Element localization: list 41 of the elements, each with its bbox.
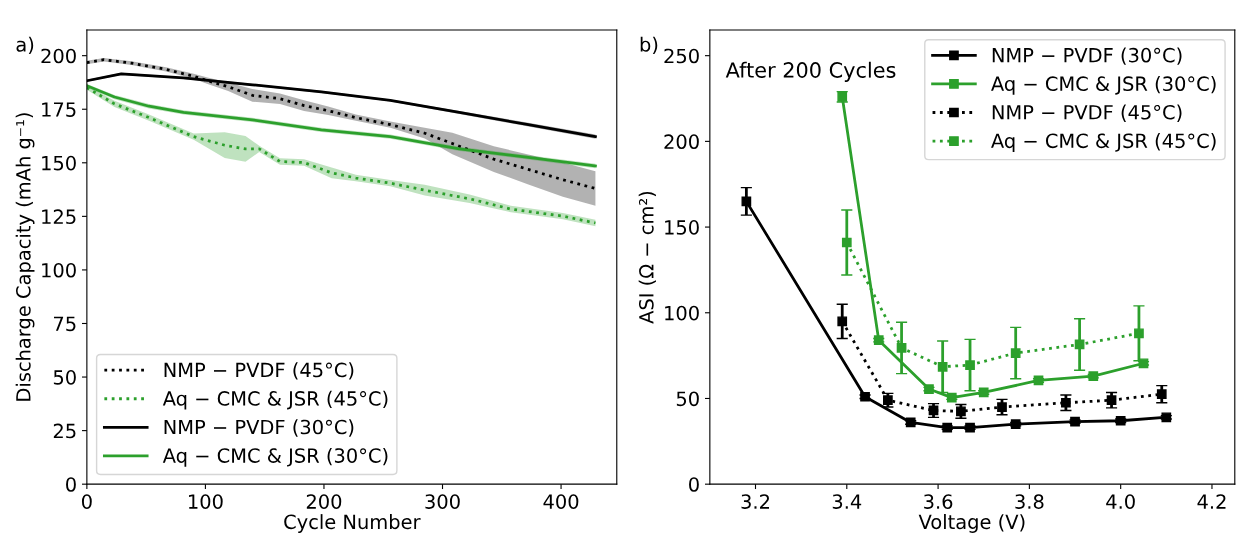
y-tick-label: 100 [42,262,76,278]
legend-label: NMP − PVDF (30°C) [992,47,1182,65]
y-tick-label: 125 [42,209,76,225]
x-tick-label: 300 [425,494,460,509]
x-tick-label: 3.2 [741,494,770,509]
y-tick-label: 0 [66,477,76,492]
x-tick-label: 100 [189,494,223,509]
y-tick-label: 25 [53,423,76,439]
legend-label: NMP − PVDF (45°C) [992,104,1182,122]
y-tick-label: 75 [54,316,76,332]
chart-title: b) [640,36,658,55]
legend-label: NMP − PVDF (45°C) [164,362,354,380]
y-tick-label: 175 [42,102,76,117]
x-tick-label: 0 [81,494,92,509]
y-tick-label: 50 [53,370,76,385]
y-tick-label: 0 [689,477,699,492]
y-tick-label: 100 [665,305,699,321]
x-tick-label: 200 [306,494,342,509]
x-tick-label: 4.2 [1197,494,1226,509]
legend-label: Aq − CMC & JSR (30°C) [991,76,1216,95]
y-tick-label: 200 [664,134,699,150]
x-axis-title: Voltage (V) [918,514,1025,533]
legend-label: Aq − CMC & JSR (30°C) [162,447,388,467]
legend-label: Aq − CMC & JSR (45°C) [991,133,1216,152]
chart-title: a) [16,36,34,55]
y-tick-label: 150 [665,220,699,235]
x-tick-label: 3.4 [832,494,862,509]
annotation: After 200 Cycles [725,61,896,82]
x-tick-label: 400 [543,494,579,509]
x-tick-label: 4.0 [1106,494,1135,509]
y-tick-label: 150 [42,155,76,171]
y-tick-label: 50 [676,391,699,407]
y-tick-label: 200 [41,48,76,64]
x-tick-label: 3.8 [1015,494,1044,509]
y-tick-label: 250 [664,48,699,64]
x-tick-label: 3.6 [924,494,953,509]
legend-label: Aq − CMC & JSR (45°C) [162,390,388,410]
legend-label: NMP − PVDF (30°C) [164,419,354,437]
y-axis-title: ASI (Ω − cm²) [638,191,656,324]
y-axis-title: Discharge Capacity (mAh g⁻¹) [15,113,35,401]
x-axis-title: Cycle Number [284,514,421,533]
